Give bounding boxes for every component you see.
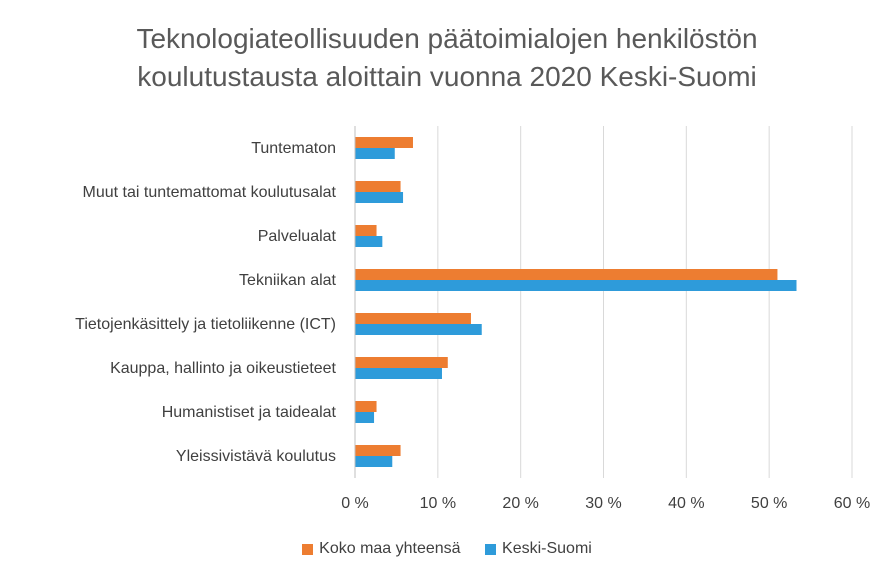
bar-keski-suomi — [355, 324, 482, 335]
category-label: Kauppa, hallinto ja oikeustieteet — [110, 360, 336, 377]
legend: Koko maa yhteensä Keski-Suomi — [0, 540, 894, 560]
x-tick-label: 20 % — [502, 495, 538, 512]
x-tick-label: 30 % — [585, 495, 621, 512]
bar-keski-suomi — [355, 236, 383, 247]
category-label: Yleissivistävä koulutus — [176, 448, 336, 465]
bar-chart: 0 % 10 % 20 % 30 % 40 % 50 % 60 % Tuntematon Muu… — [75, 126, 870, 512]
x-tick-label: 50 % — [751, 495, 787, 512]
legend-item-keski-suomi: Keski-Suomi — [485, 540, 592, 558]
x-tick-label: 60 % — [834, 495, 870, 512]
legend-label-koko-maa: Koko maa yhteensä — [319, 540, 461, 557]
bar-koko-maa — [355, 401, 377, 412]
bar-koko-maa — [355, 445, 401, 456]
category-label: Muut tai tuntemattomat koulutusalat — [83, 184, 337, 201]
bar-keski-suomi — [355, 368, 442, 379]
category-label: Tuntematon — [251, 140, 336, 157]
legend-item-koko-maa: Koko maa yhteensä — [302, 540, 461, 558]
bar-koko-maa — [355, 269, 778, 280]
bar-koko-maa — [355, 357, 448, 368]
bar-keski-suomi — [355, 192, 404, 203]
bar-keski-suomi — [355, 280, 797, 291]
category-label: Tekniikan alat — [239, 272, 337, 289]
legend-swatch-koko-maa — [302, 543, 314, 555]
category-label: Humanistiset ja taidealat — [162, 404, 337, 421]
bar-koko-maa — [355, 137, 413, 148]
bar-keski-suomi — [355, 456, 393, 467]
x-tick-label: 40 % — [668, 495, 704, 512]
bar-keski-suomi — [355, 148, 395, 159]
bar-koko-maa — [355, 225, 377, 236]
bar-koko-maa — [355, 313, 471, 324]
category-label: Tietojenkäsittely ja tietoliikenne (ICT) — [75, 316, 336, 333]
x-tick-label: 0 % — [341, 495, 369, 512]
x-tick-label: 10 % — [420, 495, 456, 512]
bar-keski-suomi — [355, 412, 375, 423]
category-label: Palvelualat — [258, 228, 337, 245]
chart-title: Teknologiateollisuuden päätoimialojen he… — [0, 20, 894, 96]
chart-title-line-2: koulutustausta aloittain vuonna 2020 Kes… — [137, 61, 757, 92]
bar-koko-maa — [355, 181, 401, 192]
legend-swatch-keski-suomi — [485, 543, 497, 555]
legend-label-keski-suomi: Keski-Suomi — [502, 540, 592, 557]
chart-title-line-1: Teknologiateollisuuden päätoimialojen he… — [136, 23, 758, 54]
